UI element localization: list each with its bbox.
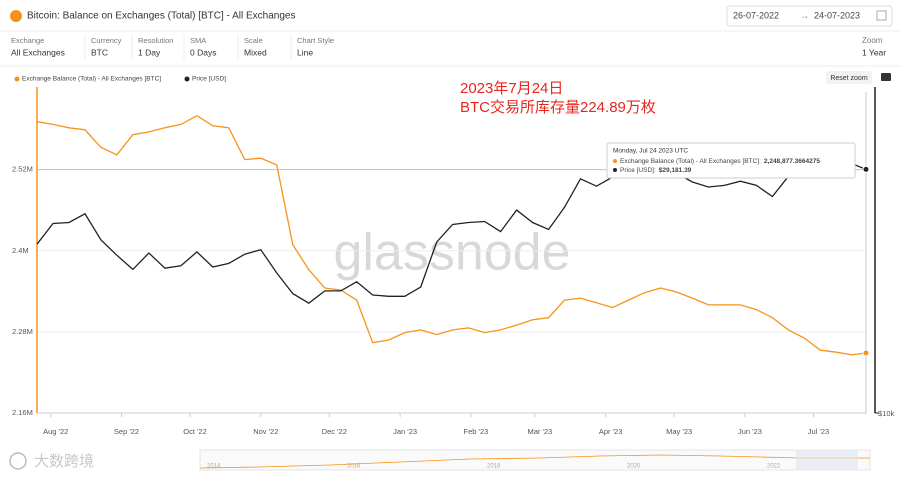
zoom-value[interactable]: 1 Year [862, 47, 886, 57]
x-tick-label: Jan '23 [393, 427, 417, 436]
plot: 2.16M 2.28M 2.4M 2.52M $10k Aug '22 Sep '22 Oct… [12, 76, 895, 436]
x-tick-label: Apr '23 [599, 427, 623, 436]
x-tick-label: Nov '22 [253, 427, 278, 436]
x-tick-label: Sep '22 [114, 427, 139, 436]
tooltip-marker [613, 168, 617, 172]
legend-label[interactable]: Exchange Balance (Total) - All Exchanges… [22, 76, 161, 83]
date-range[interactable] [726, 5, 893, 27]
tooltip-label: Price [USD]: $29,181.39 [620, 167, 692, 174]
btc-icon [10, 10, 22, 22]
x-tick-label: Feb '23 [464, 427, 489, 436]
tooltip-box [606, 142, 856, 179]
navigator-window[interactable] [796, 450, 858, 470]
y-tick-label: 2.4M [12, 246, 29, 255]
navigator-frame [199, 449, 871, 471]
x-tick-label: Jul '23 [808, 427, 829, 436]
tooltip-series: Exchange Balance (Total) - All Exchanges… [620, 158, 761, 165]
x-tick-label: Aug '22 [43, 427, 68, 436]
navigator: 2014 2016 2018 2020 2022 [199, 449, 871, 471]
tooltip-label: Exchange Balance (Total) - All Exchanges… [620, 158, 820, 165]
control-label: Chart Style [297, 36, 334, 45]
logo-icon [9, 452, 27, 470]
control-value[interactable]: BTC [91, 47, 108, 57]
tooltip-marker [613, 159, 617, 163]
date-to[interactable]: 24-07-2023 [814, 10, 860, 20]
x-tick-label: May '23 [666, 427, 692, 436]
control-label: Exchange [11, 36, 44, 45]
control-label: Currency [91, 36, 122, 45]
navigator-year: 2020 [627, 464, 641, 470]
camera-icon[interactable] [881, 73, 891, 81]
tooltip: Monday, Jul 24 2023 UTC Exchange Balance … [606, 142, 856, 179]
zoom-label: Zoom [862, 36, 883, 45]
control-label: Resolution [138, 36, 173, 45]
x-tick-label: Dec '22 [322, 427, 347, 436]
reset-zoom[interactable]: Reset zoom [830, 75, 868, 82]
navigator-year: 2018 [487, 464, 501, 470]
y-tick-label: 2.28M [12, 327, 33, 336]
page-title: Bitcoin: Balance on Exchanges (Total) [B… [27, 11, 295, 22]
x-tick-label: Oct '22 [183, 427, 207, 436]
legend-marker [184, 76, 190, 82]
y-tick-label: 2.16M [12, 408, 33, 417]
control-value[interactable]: Mixed [244, 47, 267, 57]
control-value[interactable]: Line [297, 47, 313, 57]
legend-marker [14, 76, 20, 82]
control-label: Scale [244, 36, 263, 45]
control-value[interactable]: 1 Day [138, 47, 161, 57]
control-value[interactable]: 0 Days [190, 47, 216, 57]
navigator-year: 2022 [767, 464, 781, 470]
hover-point [862, 349, 870, 357]
date-from[interactable]: 26-07-2022 [733, 10, 779, 20]
control-label: SMA [190, 36, 206, 45]
tooltip-date: Monday, Jul 24 2023 UTC [613, 148, 688, 155]
controls: Exchange All Exchanges Currency BTC Resoluti… [11, 35, 334, 60]
watermark: glassnode [333, 224, 570, 282]
tooltip-series: Price [USD]: [620, 167, 656, 174]
x-tick-label: Jun '23 [738, 427, 762, 436]
tooltip-value: $29,181.39 [659, 167, 692, 174]
series-line [36, 156, 867, 304]
navigator-year: 2014 [207, 464, 221, 470]
control-value[interactable]: All Exchanges [11, 47, 65, 57]
annotation: BTC交易所库存量224.89万枚 [460, 98, 656, 116]
calendar-icon[interactable] [876, 10, 887, 21]
y-tick-label: 2.52M [12, 165, 33, 174]
navigator-year: 2016 [347, 464, 361, 470]
navigator-line [199, 454, 870, 469]
logo-text: 大数跨境 [34, 452, 94, 470]
annotation: 2023年7月24日 [460, 80, 563, 97]
series-line [36, 114, 867, 356]
tooltip-value: 2,248,877.3664275 [764, 158, 820, 165]
reset-zoom-button[interactable] [826, 71, 872, 84]
date-arrow: → [800, 10, 809, 20]
hover-point [862, 165, 870, 173]
y2-tick-label: $10k [878, 409, 895, 418]
legend-label[interactable]: Price [USD] [192, 76, 226, 83]
x-tick-label: Mar '23 [527, 427, 552, 436]
